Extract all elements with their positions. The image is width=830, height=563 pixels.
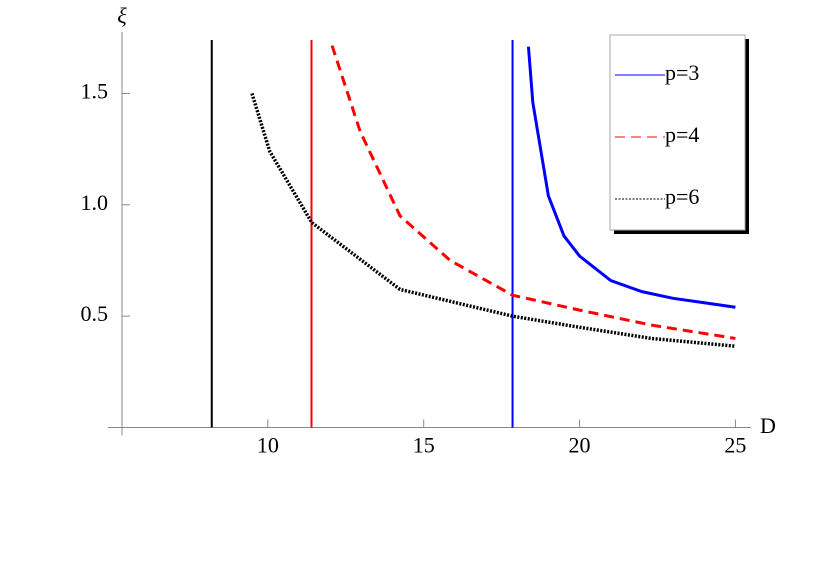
x-tick-label: 15 [413,433,435,458]
x-tick-label: 20 [569,433,591,458]
y-tick-label: 1.5 [81,78,109,103]
line-series [330,45,736,340]
legend-label: p=3 [665,60,699,85]
line-series [526,46,736,309]
legend-label: p=6 [665,184,699,209]
y-tick-label: 0.5 [81,301,109,326]
legend-label: p=4 [665,122,699,147]
y-tick-label: 1.0 [81,190,109,215]
legend-box [609,34,746,231]
line-series [250,92,736,348]
x-tick-label: 25 [724,433,746,458]
x-axis-label: D [760,413,776,438]
y-axis-label: ξ [117,3,127,28]
x-tick-label: 10 [257,433,279,458]
